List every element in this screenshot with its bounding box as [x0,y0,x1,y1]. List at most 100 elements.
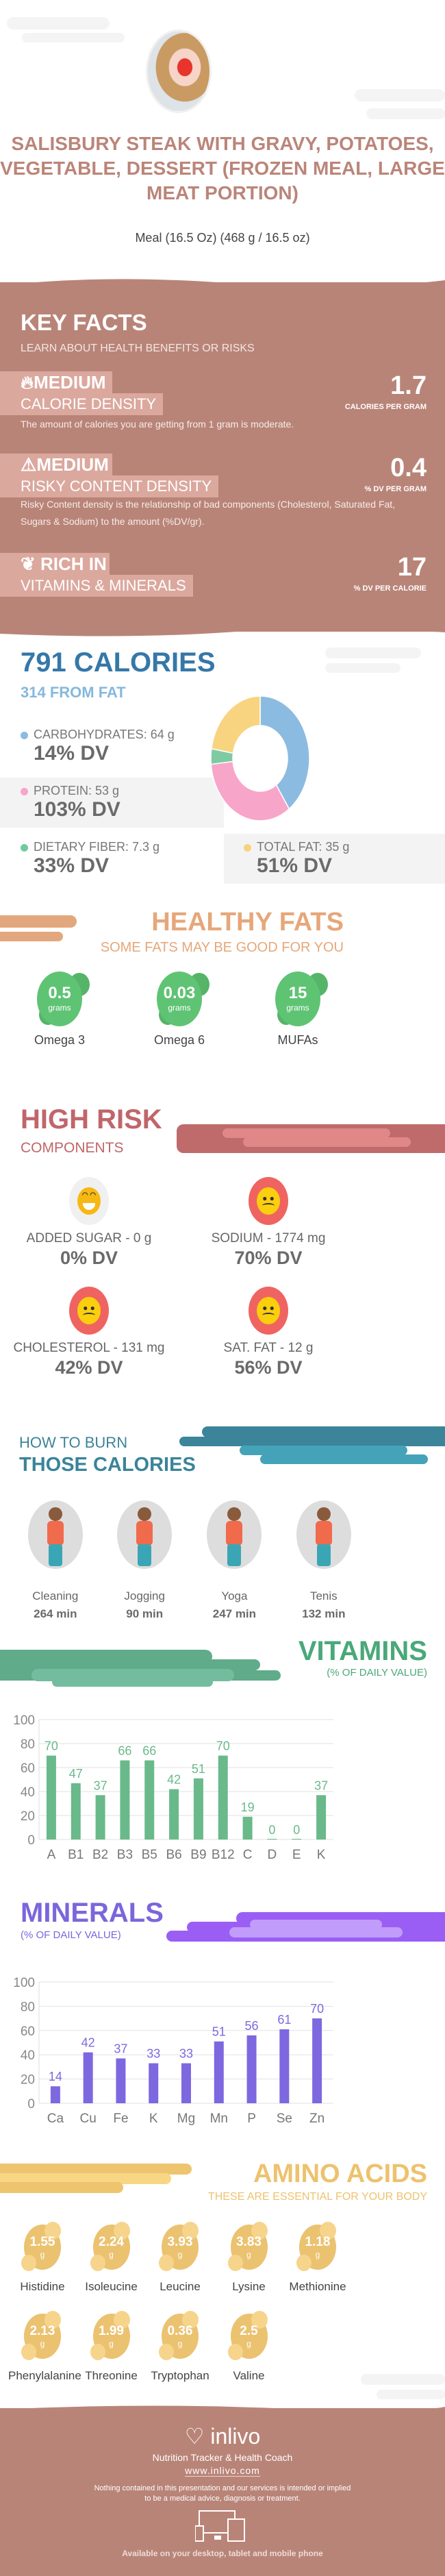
healthy-fat-name: Omega 3 [34,1033,86,1047]
decoration [202,1426,445,1437]
jogging-person-icon [117,1500,173,1569]
macro-donut-chart [210,695,310,821]
bar-d [267,1839,277,1840]
bar-c [242,1816,253,1840]
data-label: 33 [179,2047,193,2061]
decoration [377,2390,445,2399]
x-tick-label: E [292,1848,301,1862]
risky-content-level: ⚠MEDIUM [0,454,112,475]
amino-title: AMINO ACIDS [253,2159,427,2188]
decoration [0,1659,260,1670]
flame-icon: 🔥︎ [21,372,34,393]
vitamins-title: VITAMINS [298,1636,427,1666]
calories-title: 791 CALORIES [21,647,216,678]
data-label: 19 [241,1800,255,1814]
bar-b9 [193,1778,203,1840]
key-facts-section: KEY FACTS LEARN ABOUT HEALTH BENEFITS OR… [0,282,445,632]
rich-in-unit: % DV PER CALORIE [353,584,427,593]
yoga-person-icon [207,1500,262,1569]
y-tick-label: 0 [27,2097,35,2111]
data-label: 42 [81,2036,95,2050]
activity-yoga: Yoga 247 min [193,1500,275,1621]
amino-acid-item: 3.83 g Lysine [215,2222,283,2294]
amino-acid-item: 2.24 g Isoleucine [77,2222,146,2294]
y-tick-label: 60 [21,1761,35,1776]
bar-mn [214,2041,224,2103]
sad-face-icon: ● ● [249,1177,288,1225]
bar-k [149,2063,159,2103]
x-tick-label: Mg [177,2111,195,2126]
calorie-density-level: 🔥︎MEDIUM [0,371,112,393]
risky-content-desc: Risky Content density is the relationshi… [21,499,396,527]
x-tick-label: B3 [117,1848,133,1862]
rich-in-value: 17 [397,553,427,582]
x-tick-label: C [243,1848,253,1862]
amino-acid-item: 0.36 g Tryptophan [146,2311,214,2383]
footer-disclaimer-1: Nothing contained in this presentation a… [94,2484,351,2492]
y-tick-label: 20 [21,2073,35,2088]
page-title: SALISBURY STEAK WITH GRAVY, POTATOES, VE… [0,133,445,203]
tennis-person-icon [296,1500,351,1569]
minerals-bar-chart: 0 20 40 60 80 100 14 Ca 42 Cu 37 Fe 33 K 33 Mg 51 Mn 56 P 61… [13,1976,333,2126]
amino-acid-item: 2.13 g Phenylalanine [8,2311,81,2383]
decoration [361,2374,445,2385]
bar-a [46,1755,56,1840]
data-label: 70 [216,1739,230,1753]
devices-icon [194,2510,245,2542]
bar-cu [83,2052,93,2103]
vitamins-bar-chart: 0 20 40 60 80 100 70 A 47 B1 37 B2 66 B3 66 B5 42 B6 51 B9 7… [13,1713,333,1862]
x-tick-label: B6 [166,1848,181,1862]
data-label: 0 [268,1823,275,1837]
healthy-fats-title: HEALTHY FATS [151,908,344,937]
leaf-icon: ❦ [21,554,41,574]
warning-icon: ⚠ [21,454,37,475]
x-tick-label: Se [277,2111,292,2126]
amino-subtitle: THESE ARE ESSENTIAL FOR YOUR BODY [207,2191,427,2203]
amino-badge: 3.83 g [227,2222,268,2271]
risky-content-value: 0.4 [390,454,427,482]
footer-url-link[interactable]: www.inlivo.com [185,2465,260,2477]
rich-in-label: VITAMINS & MINERALS [0,575,193,597]
amino-acid-item: 1.99 g Threonine [77,2311,146,2383]
x-tick-label: B1 [68,1848,84,1862]
decoration [222,1128,390,1138]
footer-disclaimer-2: to be a medical advice, diagnosis or tre… [144,2494,301,2503]
decoration [0,2173,171,2184]
x-tick-label: B2 [92,1848,108,1862]
macro-fiber: DIETARY FIBER: 7.3 g 33% DV [21,840,160,878]
risk-dv: 56% DV [234,1357,303,1378]
data-label: 66 [118,1744,131,1758]
y-tick-label: 20 [21,1809,35,1824]
amino-badge: 1.99 g [90,2311,130,2360]
healthy-fat-badge: 15 grams [275,971,320,1026]
protein-dv: 103% DV [34,798,120,821]
x-tick-label: Cu [80,2111,97,2126]
amino-badge: 3.93 g [159,2222,199,2271]
sad-face-icon: ● ● [69,1287,109,1335]
amino-acid-item: 1.18 g Methionine [283,2222,352,2294]
inlivo-logo: ♡ inlivo [184,2424,261,2449]
broom-person-icon [27,1500,83,1569]
x-tick-label: K [149,2111,158,2126]
x-tick-label: Mn [210,2111,228,2126]
data-label: 33 [147,2047,160,2061]
calories-section: 791 CALORIES 314 FROM FAT [21,647,216,702]
data-label: 51 [192,1762,205,1776]
amino-badge: 2.5 g [227,2311,268,2360]
serving-size: Meal (16.5 Oz) (468 g / 16.5 oz) [135,231,310,245]
y-tick-label: 80 [21,2000,35,2014]
bar-p [246,2035,257,2103]
x-tick-label: Zn [309,2111,325,2126]
bar-b12 [218,1755,228,1840]
bar-b1 [71,1783,81,1840]
decoration [0,2182,123,2193]
x-tick-label: Fe [113,2111,128,2126]
data-label: 51 [212,2025,226,2039]
decoration [325,647,421,658]
data-label: 37 [114,2042,127,2056]
bar-mg [181,2063,191,2103]
x-tick-label: B9 [190,1848,206,1862]
heart-leaf-icon: ♡ [184,2424,205,2449]
activity-cleaning: Cleaning 264 min [14,1500,97,1621]
bar-b5 [144,1760,155,1840]
